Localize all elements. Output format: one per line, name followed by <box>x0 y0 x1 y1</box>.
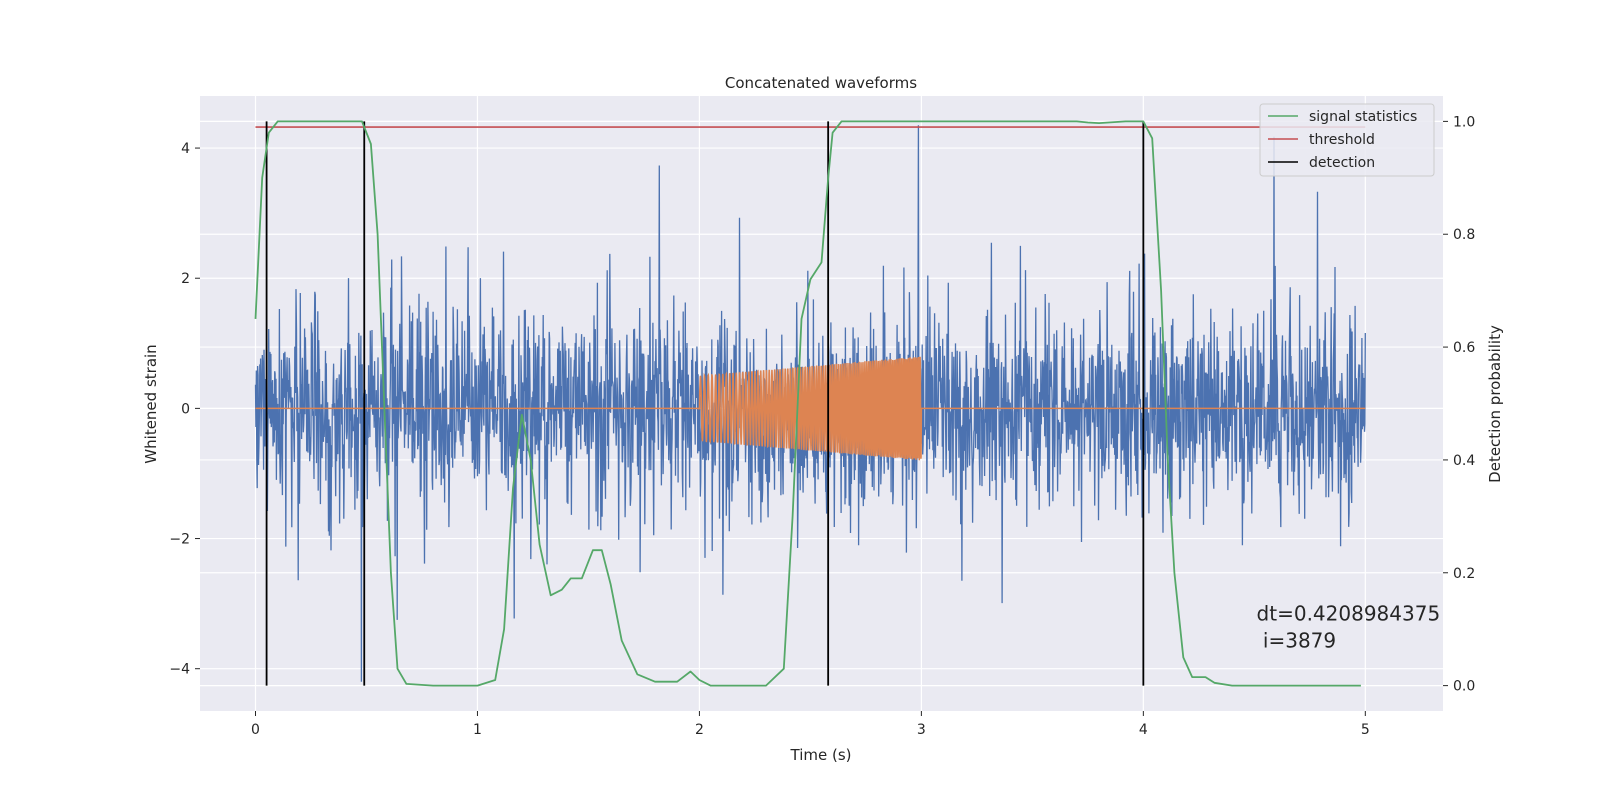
signal-statistics-line <box>254 120 1361 687</box>
y-left-tick-label: 2 <box>181 271 190 287</box>
chart-title: Concatenated waveforms <box>725 74 917 92</box>
y-right-tick-label: 0.8 <box>1453 227 1475 243</box>
annotation-index: i=3879 <box>1257 629 1337 653</box>
y-left-tick-label: −2 <box>169 532 190 548</box>
y-left-tick-label: 0 <box>181 401 190 417</box>
y-right-tick-label: 0.4 <box>1453 453 1475 469</box>
injected-waveform-line <box>255 356 1366 461</box>
y-right-tick-label: 1.0 <box>1453 114 1475 130</box>
legend-label-detection: detection <box>1309 155 1375 171</box>
x-tick-label: 5 <box>1361 722 1370 738</box>
y-axis-right-label: Detection probability <box>1486 325 1504 483</box>
x-tick-label: 3 <box>917 722 926 738</box>
ticks: 0 1 2 3 4 5 −4 −2 0 2 4 0.0 0.2 0.4 0.6 0.8 1.0 <box>169 114 1475 738</box>
y-right-tick-label: 0.2 <box>1453 566 1475 582</box>
annotation-dt: dt=0.4208984375 <box>1257 602 1441 626</box>
x-tick-label: 2 <box>695 722 704 738</box>
x-tick-label: 4 <box>1139 722 1148 738</box>
y-left-tick-label: 4 <box>181 141 190 157</box>
legend: signal statistics threshold detection <box>1259 103 1435 177</box>
y-left-tick-label: −4 <box>169 662 190 678</box>
x-tick-label: 0 <box>251 722 260 738</box>
series-layer <box>254 120 1366 687</box>
y-right-tick-label: 0.6 <box>1453 340 1475 356</box>
legend-label-signal-statistics: signal statistics <box>1309 109 1417 125</box>
y-right-tick-label: 0.0 <box>1453 679 1475 695</box>
x-axis-label: Time (s) <box>790 746 852 764</box>
y-axis-left-label: Whitened strain <box>142 344 160 463</box>
legend-box <box>1259 103 1435 177</box>
grid <box>200 96 1443 711</box>
x-tick-label: 1 <box>473 722 482 738</box>
legend-label-threshold: threshold <box>1309 132 1375 148</box>
